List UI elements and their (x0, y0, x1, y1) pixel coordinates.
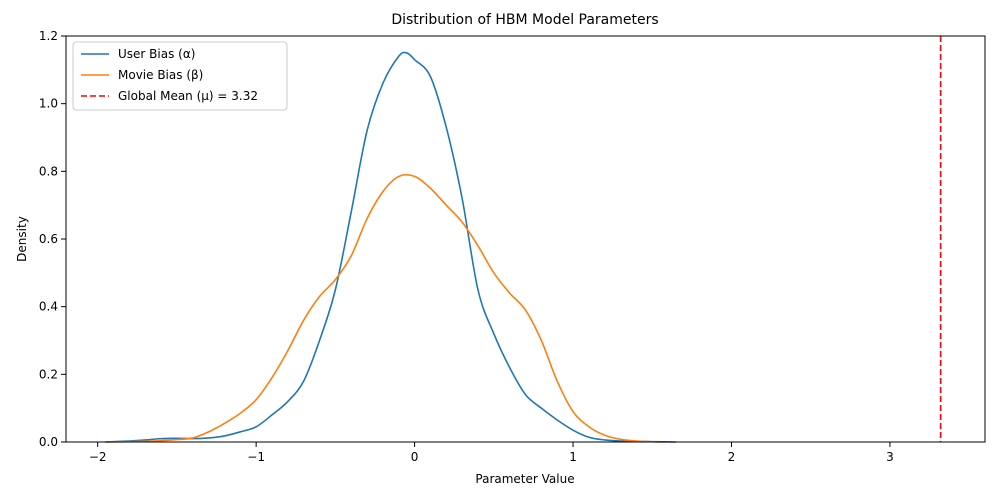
y-tick-label: 0.4 (39, 300, 58, 314)
series-line-user-bias (105, 51, 677, 443)
y-axis: 0.0 0.2 0.4 0.6 0.8 1.0 1.2 (39, 29, 66, 449)
legend: User Bias (α) Movie Bias (β) Global Mean (… (72, 41, 288, 111)
legend-entry-label: Movie Bias (β) (118, 68, 203, 82)
y-tick-label: 0.6 (39, 232, 58, 246)
y-tick-label: 0.0 (39, 435, 58, 449)
series-line-movie-bias (105, 173, 661, 443)
y-tick-label: 1.2 (39, 29, 58, 43)
x-tick-label: 0 (411, 450, 419, 464)
x-axis-label: Parameter Value (475, 472, 574, 486)
y-tick-label: 1.0 (39, 97, 58, 111)
x-tick-label: 2 (728, 450, 736, 464)
x-tick-label: 3 (886, 450, 894, 464)
y-tick-label: 0.2 (39, 367, 58, 381)
x-tick-label: 1 (569, 450, 577, 464)
legend-entry-label: Global Mean (μ) = 3.32 (118, 89, 258, 103)
y-tick-label: 0.8 (39, 164, 58, 178)
y-axis-label: Density (15, 216, 29, 262)
x-axis: −2 −1 0 1 2 3 (89, 442, 894, 464)
x-tick-label: −1 (247, 450, 265, 464)
x-tick-label: −2 (89, 450, 107, 464)
plot-area (105, 36, 942, 443)
legend-box (72, 41, 288, 111)
legend-entry-label: User Bias (α) (118, 47, 195, 61)
chart-title: Distribution of HBM Model Parameters (391, 12, 658, 28)
